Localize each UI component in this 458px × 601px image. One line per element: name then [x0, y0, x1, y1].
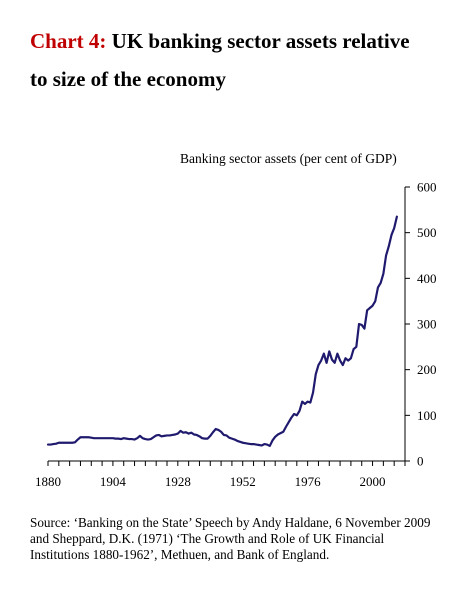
y-tick-label: 400	[417, 271, 437, 286]
x-tick-label: 1904	[100, 474, 127, 489]
y-tick-label: 200	[417, 362, 437, 377]
line-chart: Banking sector assets (per cent of GDP) …	[35, 151, 437, 490]
series-layer	[46, 215, 398, 448]
x-tick-label: 1976	[295, 474, 322, 489]
x-tick-label: 1928	[165, 474, 191, 489]
chart-title-line2: to size of the economy	[30, 67, 226, 91]
source-note: Source: ‘Banking on the State’ Speech by…	[30, 515, 431, 562]
x-tick-label: 1952	[230, 474, 256, 489]
series-line-bank-assets	[46, 215, 398, 448]
x-tick-label: 2000	[360, 474, 386, 489]
axes: 1880 1904 1928 1952 1976 2000 0 100 200 300 400 500…	[35, 180, 437, 490]
y-tick-label: 600	[417, 180, 437, 195]
chart-title-line1: UK banking sector assets relative	[111, 29, 410, 53]
chart-number: Chart 4:	[30, 29, 107, 53]
y-tick-label: 100	[417, 408, 437, 423]
y-axis-label: Banking sector assets (per cent of GDP)	[180, 151, 397, 166]
y-tick-label: 300	[417, 317, 437, 332]
chart-title: Chart 4: UK banking sector assets relati…	[30, 22, 450, 98]
y-tick-label: 0	[417, 454, 424, 469]
x-tick-label: 1880	[35, 474, 61, 489]
y-tick-label: 500	[417, 225, 437, 240]
